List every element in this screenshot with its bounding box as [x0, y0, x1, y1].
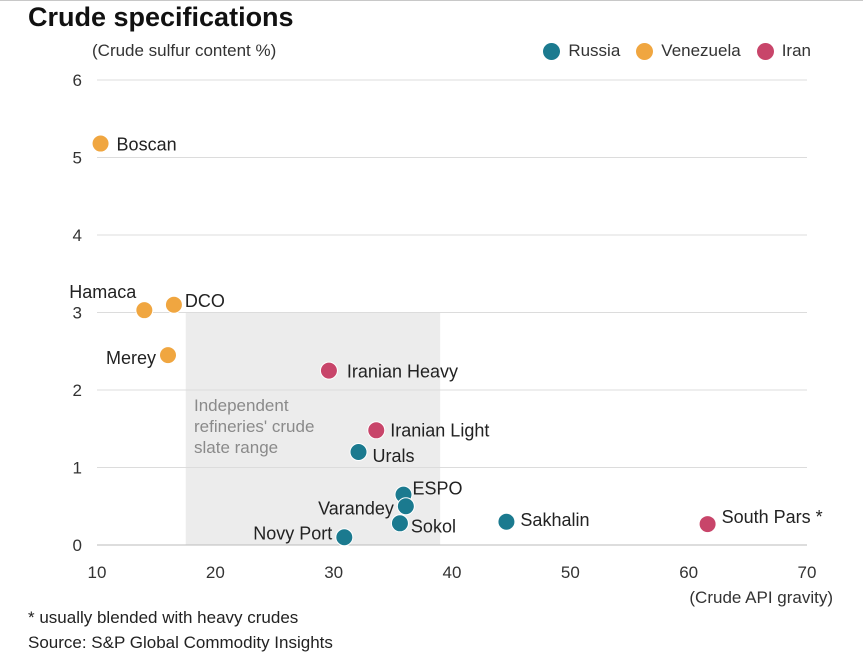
y-tick-label: 4 — [73, 226, 82, 245]
y-tick-label: 0 — [73, 536, 82, 555]
point-sakhalin — [497, 512, 516, 531]
point-label-varandey: Varandey — [318, 498, 394, 518]
legend-item-venezuela: Venezuela — [636, 41, 741, 61]
y-tick-label: 1 — [73, 459, 82, 478]
point-label-sokol: Sokol — [411, 516, 456, 536]
source-note: Source: S&P Global Commodity Insights — [28, 633, 333, 652]
point-hamaca — [135, 301, 154, 320]
chart-legend: Russia Venezuela Iran — [543, 41, 811, 61]
point-label-sakhalin: Sakhalin — [520, 510, 589, 530]
point-novy-port — [335, 528, 354, 547]
annotation-text: slate range — [194, 438, 278, 457]
point-label-iranian-heavy: Iranian Heavy — [347, 362, 458, 382]
x-tick-label: 10 — [88, 563, 107, 582]
legend-dot-venezuela — [636, 42, 654, 60]
point-label-boscan: Boscan — [117, 135, 177, 155]
point-merey — [159, 346, 177, 365]
x-tick-label: 20 — [206, 563, 225, 582]
top-rule — [0, 0, 863, 1]
point-boscan — [91, 134, 110, 153]
y-tick-label: 2 — [73, 381, 82, 400]
x-tick-label: 50 — [561, 563, 580, 582]
chart-title: Crude specifications — [28, 2, 294, 32]
annotation-text: refineries' crude — [194, 417, 314, 436]
x-axis-label: (Crude API gravity) — [689, 588, 833, 607]
point-label-novy-port: Novy Port — [253, 523, 332, 543]
legend-label-venezuela: Venezuela — [661, 41, 741, 60]
point-iranian-light — [367, 421, 386, 440]
y-tick-label: 5 — [73, 149, 82, 168]
y-axis-label: (Crude sulfur content %) — [92, 41, 277, 60]
point-urals — [349, 443, 368, 461]
x-tick-label: 60 — [679, 563, 698, 582]
point-label-dco: DCO — [185, 291, 225, 311]
footnote: * usually blended with heavy crudes — [28, 608, 299, 627]
legend-label-iran: Iran — [781, 41, 811, 60]
point-varandey — [396, 497, 415, 516]
x-tick-label: 30 — [324, 563, 343, 582]
point-sokol — [390, 514, 409, 533]
x-tick-label: 40 — [443, 563, 462, 582]
x-tick-label: 70 — [798, 563, 817, 582]
point-label-urals: Urals — [373, 446, 415, 466]
point-iranian-heavy — [319, 361, 338, 380]
point-label-espo: ESPO — [412, 479, 462, 499]
point-label-hamaca: Hamaca — [69, 282, 137, 302]
point-label-merey: Merey — [106, 348, 156, 368]
point-label-iranian-light: Iranian Light — [390, 420, 489, 440]
legend-label-russia: Russia — [568, 41, 621, 60]
annotation-text: Independent — [194, 396, 289, 415]
legend-item-iran: Iran — [756, 41, 811, 61]
point-south-pars — [698, 515, 717, 534]
y-tick-label: 3 — [73, 304, 82, 323]
legend-dot-russia — [543, 42, 561, 60]
point-dco — [164, 295, 183, 314]
y-tick-label: 6 — [73, 71, 82, 90]
legend-item-russia: Russia — [543, 41, 620, 61]
legend-dot-iran — [756, 42, 774, 60]
point-label-south-pars: South Pars * — [722, 507, 823, 527]
